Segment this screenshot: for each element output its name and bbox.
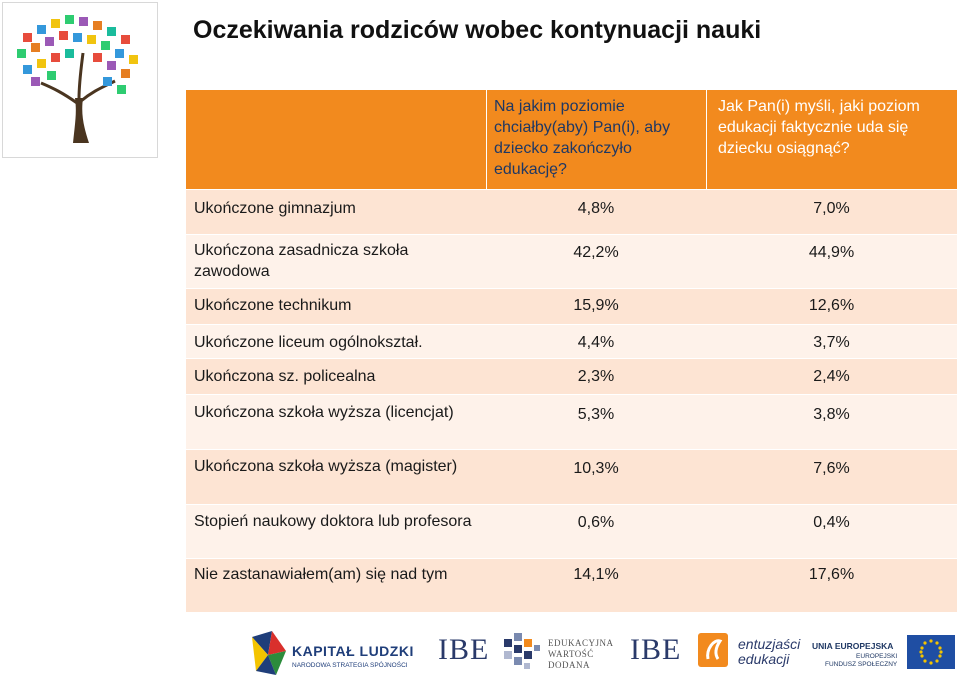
ewd-logo-text: EDUKACYJNA WARTOŚĆ DODANA [548,638,614,671]
row-wanted-value: 10,3% [573,460,619,477]
data-table: Na jakim poziomie chciałby(aby) Pan(i), … [186,90,957,613]
ewd-line3: DODANA [548,660,590,670]
row-label: Ukończona sz. policealna [194,368,376,385]
row-wanted-value: 4,8% [577,200,615,217]
row-expected-value: 7,6% [813,460,850,477]
table-row: Ukończone gimnazjum 4,8% 7,0% [186,190,957,235]
ewd-squares-icon [500,625,544,682]
ibe-logo-text: IBE [438,633,490,666]
row-wanted-value: 5,3% [577,406,615,423]
footer-logos: KAPITAŁ LUDZKI NARODOWA STRATEGIA SPÓJNO… [0,625,959,682]
table-row: Ukończona szkoła wyższa (licencjat) 5,3%… [186,395,957,450]
row-wanted-value: 4,4% [577,334,615,351]
row-wanted-value: 0,6% [577,514,615,531]
kapital-ludzki-subtext: NARODOWA STRATEGIA SPÓJNOŚCI [292,662,408,669]
ibe-logo-text-2: IBE [630,633,682,666]
kapital-ludzki-emblem-icon [248,625,290,682]
table-row: Stopień naukowy doktora lub profesora 0,… [186,505,957,559]
row-wanted-value: 2,3% [577,368,615,385]
ent-line2: edukacji [738,651,790,667]
table-row: Ukończona zasadnicza szkoła zawodowa 42,… [186,235,957,289]
row-wanted-value: 15,9% [573,297,619,314]
row-label: Ukończone technikum [194,297,352,314]
ewd-line2: WARTOŚĆ [548,649,594,659]
row-label: Nie zastanawiałem(am) się nad tym [194,566,448,583]
header-expected-level: Jak Pan(i) myśli, jaki poziom edukacji f… [718,98,920,157]
eu-flag-icon [905,625,957,682]
row-expected-value: 12,6% [808,297,855,314]
eu-text: UNIA EUROPEJSKA [812,641,894,651]
eu-fund-text: EUROPEJSKI FUNDUSZ SPOŁECZNY [825,653,897,669]
row-label: Ukończona zasadnicza szkoła zawodowa [194,242,409,280]
ewd-line1: EDUKACYJNA [548,638,614,648]
row-label: Ukończone gimnazjum [194,200,356,217]
table-header-row: Na jakim poziomie chciałby(aby) Pan(i), … [186,90,957,190]
row-expected-value: 3,7% [813,334,850,351]
row-wanted-value: 42,2% [573,244,619,261]
header-wanted-level: Na jakim poziomie chciałby(aby) Pan(i), … [494,98,671,178]
row-label: Ukończona szkoła wyższa (magister) [194,458,458,475]
row-expected-value: 17,6% [808,566,855,583]
row-expected-value: 3,8% [813,406,850,423]
row-label: Stopień naukowy doktora lub profesora [194,513,472,530]
table-row: Nie zastanawiałem(am) się nad tym 14,1% … [186,559,957,613]
entuzjasci-emblem-icon [694,625,734,682]
entuzjasci-logo-text: entuzjaści edukacji [738,637,800,667]
row-expected-value: 44,9% [808,244,855,261]
table-row: Ukończone liceum ogólnokształ. 4,4% 3,7% [186,325,957,359]
table-row: Ukończone technikum 15,9% 12,6% [186,289,957,325]
eu-fund-line2: FUNDUSZ SPOŁECZNY [825,661,898,668]
row-wanted-value: 14,1% [573,566,619,583]
table-row: Ukończona sz. policealna 2,3% 2,4% [186,359,957,395]
row-label: Ukończona szkoła wyższa (licencjat) [194,404,454,421]
ent-line1: entuzjaści [738,636,801,652]
kapital-ludzki-text: KAPITAŁ LUDZKI [292,643,414,659]
alphabet-tree-logo [2,2,158,158]
row-expected-value: 0,4% [813,514,850,531]
row-label: Ukończone liceum ogólnokształ. [194,334,423,351]
column-divider [486,90,487,189]
table-row: Ukończona szkoła wyższa (magister) 10,3%… [186,450,957,505]
eu-fund-line1: EUROPEJSKI [856,653,898,660]
row-expected-value: 7,0% [813,200,850,217]
row-expected-value: 2,4% [813,368,850,385]
column-divider [706,90,707,189]
page-title: Oczekiwania rodziców wobec kontynuacji n… [193,16,762,44]
